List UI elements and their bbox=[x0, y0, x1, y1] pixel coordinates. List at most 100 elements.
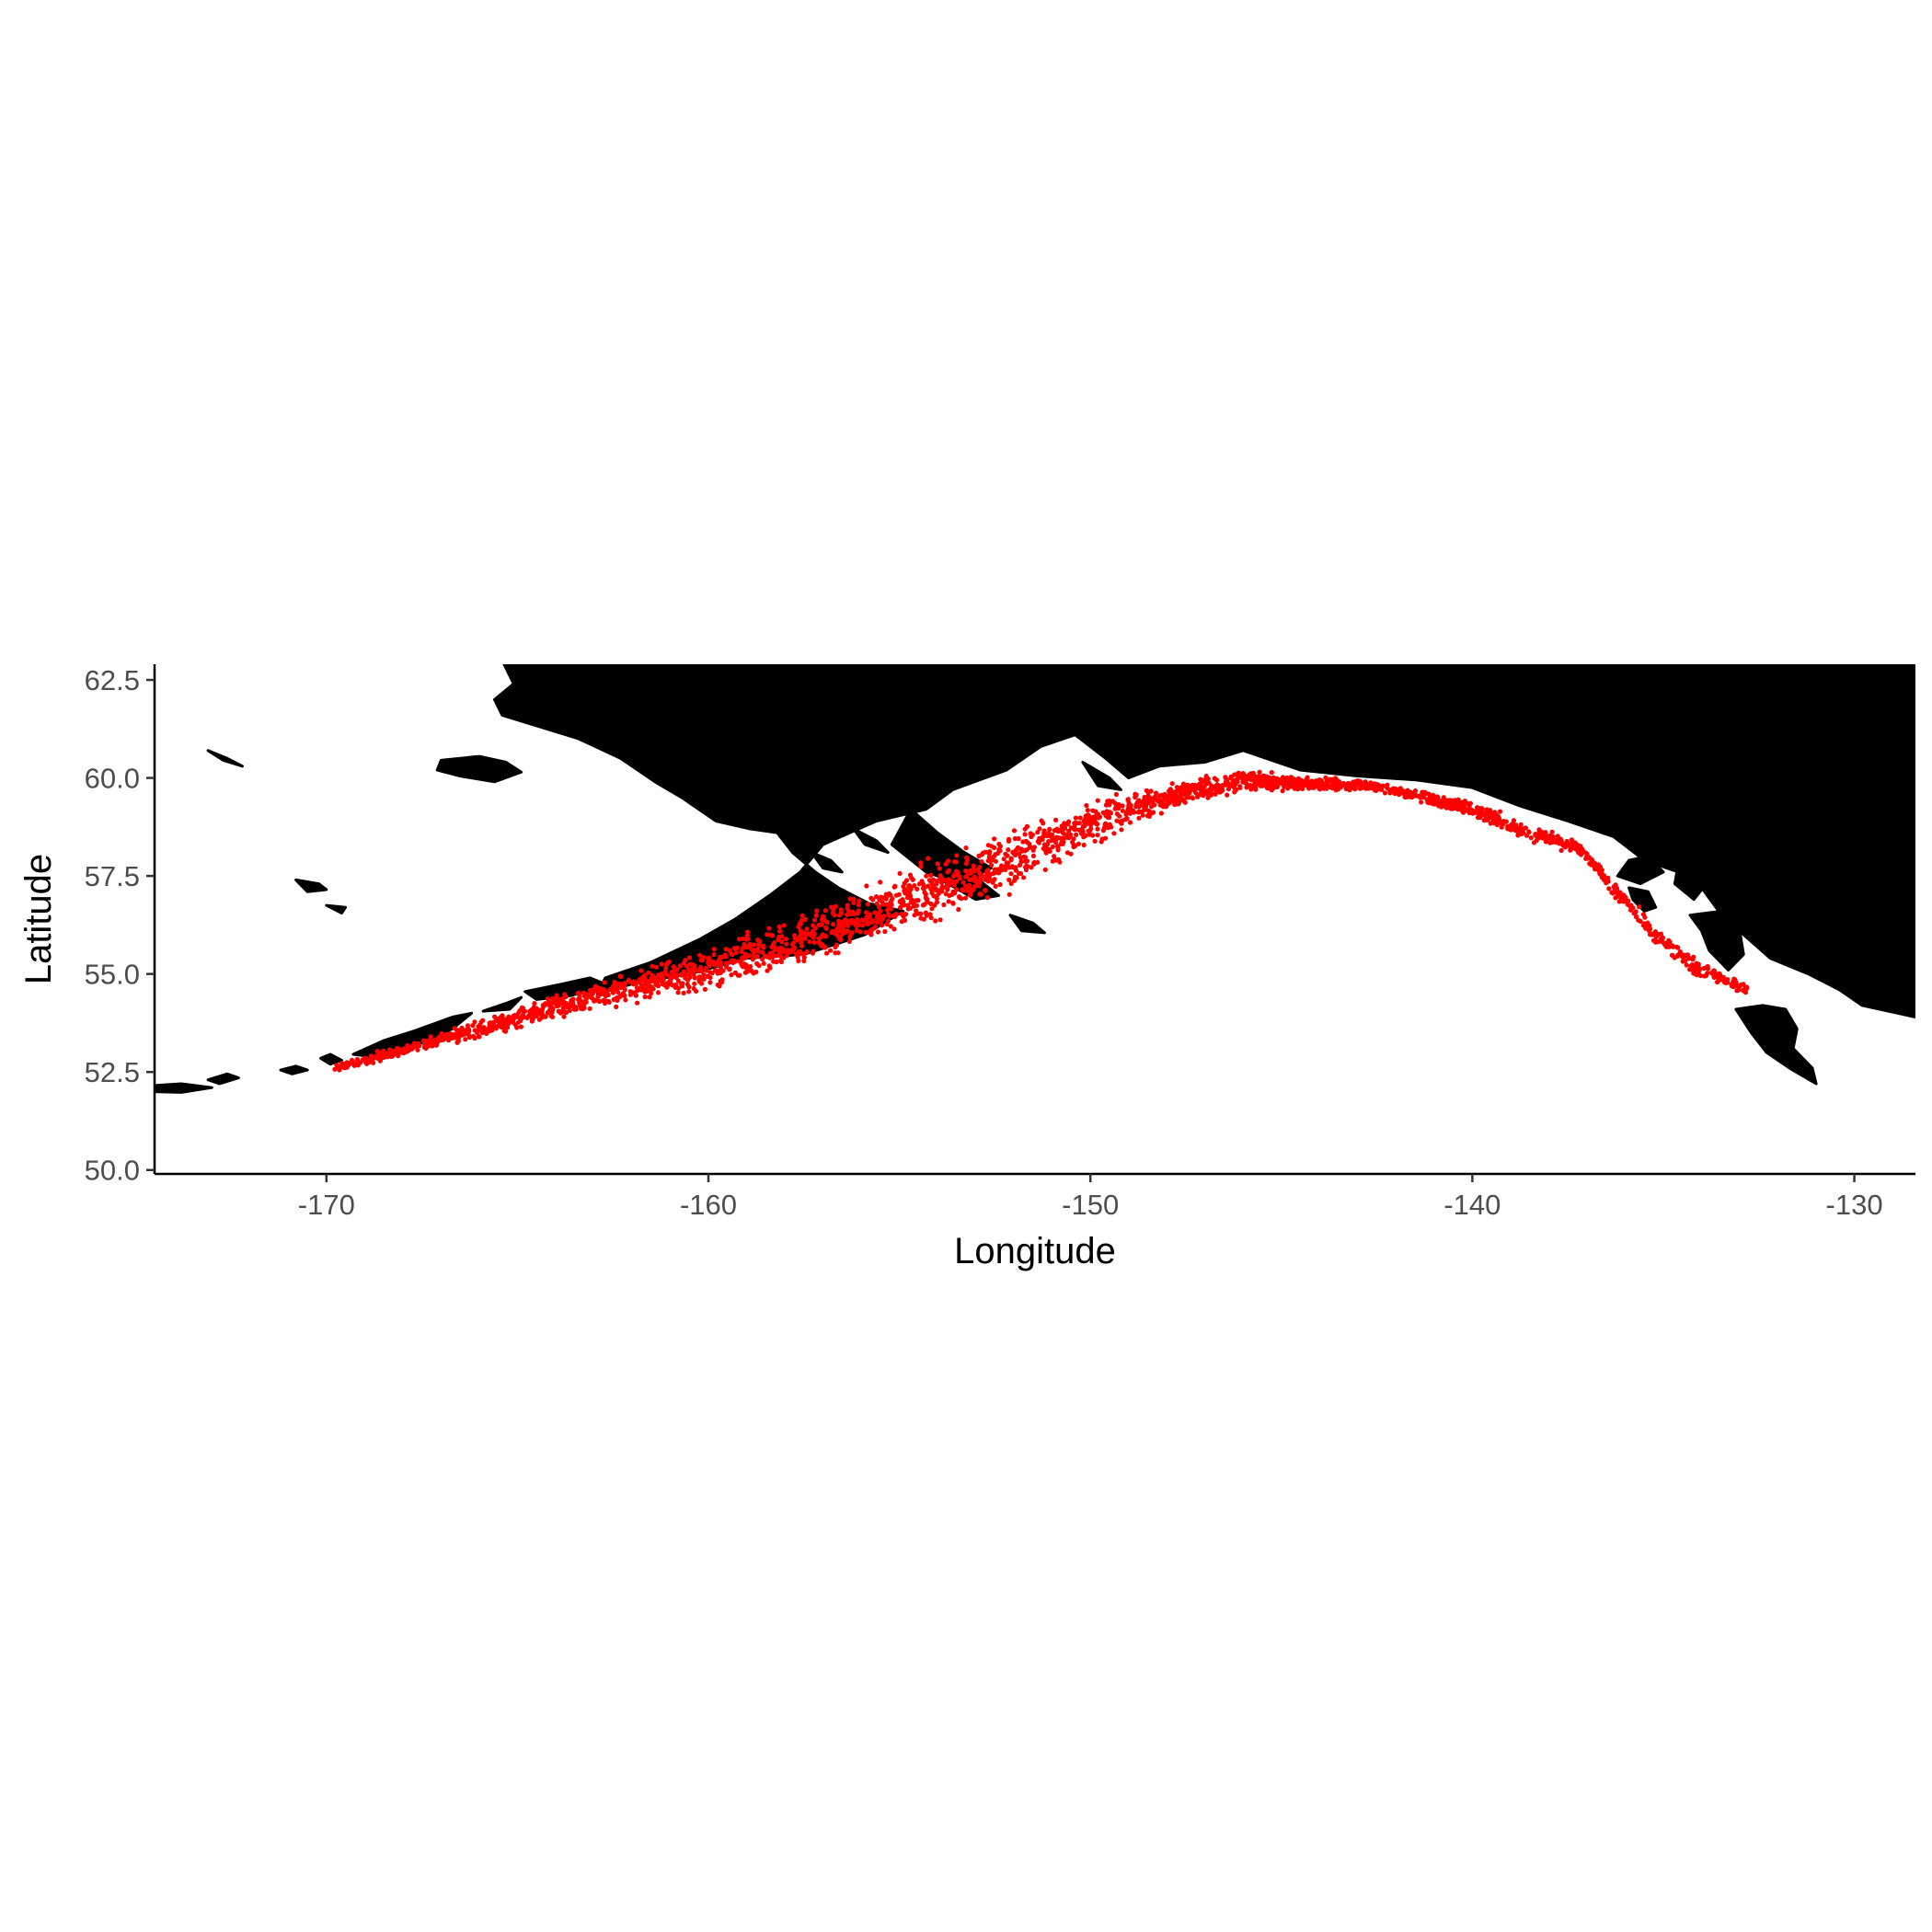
data-point bbox=[680, 981, 685, 986]
data-point bbox=[1018, 846, 1024, 852]
data-point bbox=[1248, 771, 1254, 776]
data-point bbox=[646, 983, 651, 989]
data-point bbox=[926, 856, 931, 861]
data-point bbox=[1694, 972, 1699, 978]
data-point bbox=[1474, 805, 1480, 811]
data-point bbox=[851, 896, 857, 902]
data-point bbox=[1017, 862, 1023, 868]
data-point bbox=[714, 968, 719, 973]
data-point bbox=[882, 928, 888, 935]
data-point bbox=[1627, 903, 1632, 909]
data-point bbox=[465, 1023, 471, 1029]
data-point bbox=[696, 974, 702, 980]
data-point bbox=[681, 990, 686, 995]
data-point bbox=[897, 905, 903, 911]
data-point bbox=[1382, 790, 1388, 796]
data-point bbox=[1119, 827, 1124, 833]
data-point bbox=[857, 929, 863, 935]
data-point bbox=[487, 1029, 492, 1034]
data-point bbox=[1030, 847, 1036, 853]
data-point bbox=[1145, 790, 1151, 796]
data-point bbox=[1120, 818, 1125, 823]
data-point bbox=[368, 1054, 374, 1060]
data-point bbox=[1195, 786, 1202, 791]
data-point bbox=[983, 869, 990, 876]
data-point bbox=[1207, 787, 1213, 792]
data-point bbox=[783, 937, 789, 942]
data-point bbox=[1684, 962, 1689, 968]
data-point bbox=[648, 979, 653, 984]
data-point bbox=[979, 859, 984, 865]
data-point bbox=[1064, 850, 1070, 856]
data-point bbox=[1617, 894, 1624, 900]
data-point bbox=[748, 963, 753, 970]
data-point bbox=[774, 959, 780, 964]
data-point bbox=[980, 850, 986, 856]
data-point bbox=[1437, 800, 1443, 806]
data-point bbox=[807, 939, 812, 945]
data-point bbox=[960, 888, 965, 893]
data-point bbox=[1133, 792, 1139, 798]
data-point bbox=[646, 970, 651, 975]
data-point bbox=[928, 872, 934, 879]
data-point bbox=[1390, 786, 1397, 791]
land-mass bbox=[1081, 761, 1122, 791]
data-point bbox=[799, 937, 804, 942]
data-point bbox=[660, 972, 665, 979]
data-point bbox=[1465, 801, 1470, 807]
data-point bbox=[1688, 963, 1694, 970]
data-point bbox=[954, 853, 960, 858]
data-point bbox=[1308, 780, 1314, 786]
data-point bbox=[1084, 802, 1089, 809]
data-point bbox=[1412, 788, 1418, 794]
data-point bbox=[1510, 821, 1515, 827]
data-point bbox=[1648, 926, 1653, 932]
data-point bbox=[1224, 777, 1229, 783]
data-point bbox=[964, 857, 971, 863]
data-point bbox=[1613, 895, 1618, 901]
data-point bbox=[1077, 815, 1083, 821]
x-tick-label: -150 bbox=[1062, 1189, 1119, 1221]
data-point bbox=[1083, 816, 1088, 822]
data-point bbox=[1066, 835, 1072, 841]
data-point bbox=[1733, 980, 1739, 985]
data-point bbox=[1261, 779, 1267, 785]
data-point bbox=[1014, 846, 1019, 852]
data-point bbox=[732, 959, 738, 964]
data-point bbox=[707, 970, 713, 975]
data-points-layer bbox=[332, 769, 1750, 1073]
data-point bbox=[802, 916, 809, 923]
data-point bbox=[924, 873, 929, 879]
data-point bbox=[1486, 811, 1491, 817]
data-point bbox=[867, 914, 872, 920]
data-point bbox=[701, 955, 707, 960]
data-point bbox=[883, 896, 889, 902]
data-point bbox=[732, 970, 739, 975]
data-point bbox=[740, 955, 745, 960]
data-point bbox=[946, 899, 951, 904]
data-point bbox=[1144, 795, 1150, 800]
data-point bbox=[1050, 844, 1055, 850]
data-point bbox=[1648, 931, 1653, 937]
data-point bbox=[876, 911, 881, 916]
data-point bbox=[1062, 823, 1067, 830]
data-point bbox=[765, 968, 770, 973]
data-point bbox=[1284, 775, 1290, 781]
y-axis-title: Latitude bbox=[18, 854, 59, 984]
data-point bbox=[1086, 828, 1091, 834]
data-point bbox=[795, 952, 801, 958]
data-point bbox=[891, 926, 897, 932]
data-point bbox=[1317, 779, 1323, 785]
data-point bbox=[587, 987, 593, 993]
data-point bbox=[479, 1029, 486, 1036]
data-point bbox=[623, 980, 628, 985]
data-point bbox=[1336, 779, 1342, 785]
y-tick-label: 55.0 bbox=[85, 959, 140, 991]
data-point bbox=[1120, 803, 1125, 809]
data-point bbox=[1523, 825, 1528, 831]
data-point bbox=[901, 914, 906, 919]
data-point bbox=[1304, 776, 1309, 782]
data-point bbox=[1030, 853, 1036, 859]
data-point bbox=[757, 938, 763, 944]
data-point bbox=[1606, 886, 1612, 891]
